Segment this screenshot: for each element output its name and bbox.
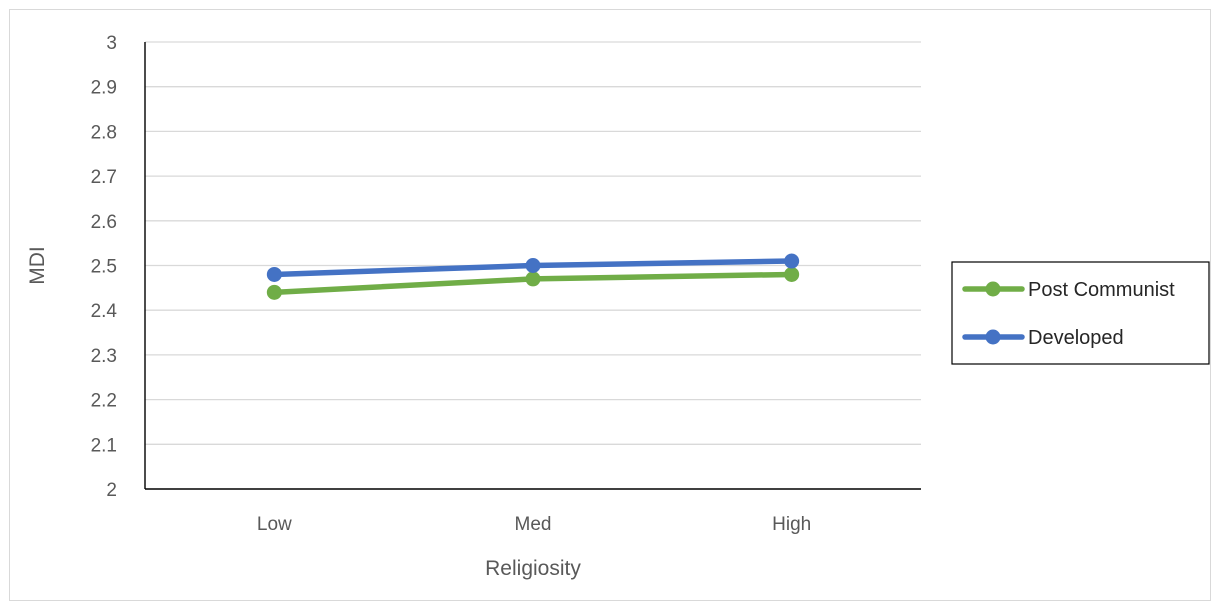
x-tick-label: Med (515, 514, 552, 535)
y-tick-label: 2.1 (91, 435, 117, 456)
y-tick-label: 2.2 (91, 391, 117, 412)
series-developed (266, 253, 800, 282)
y-tick-label: 2.6 (91, 212, 117, 233)
legend-item-developed: Developed (962, 327, 1124, 349)
y-tick-label: 2.3 (91, 346, 117, 367)
x-tick-labels: Low Med High (257, 514, 811, 535)
y-axis-title: MDI (26, 246, 49, 285)
x-tick-label: Low (257, 514, 292, 535)
data-point (266, 284, 282, 300)
y-tick-label: 3 (106, 33, 117, 54)
data-point (266, 266, 282, 282)
gridlines (145, 41, 921, 445)
y-tick-label: 2.5 (91, 257, 117, 278)
y-tick-labels: 2 2.1 2.2 2.3 2.4 2.5 2.6 2.7 2.8 2.9 3 (91, 33, 118, 501)
legend-swatch-marker (985, 281, 1001, 297)
y-tick-label: 2.4 (91, 301, 118, 322)
y-tick-label: 2.9 (91, 78, 117, 99)
legend: Post Communist Developed (951, 261, 1210, 365)
legend-label: Developed (1028, 327, 1124, 349)
legend-item-post-communist: Post Communist (962, 279, 1175, 301)
data-point (525, 271, 541, 287)
axes (144, 42, 921, 490)
x-axis-title: Religiosity (485, 557, 581, 580)
data-point (525, 258, 541, 273)
x-tick-label: High (772, 514, 811, 535)
y-tick-label: 2 (106, 480, 117, 501)
legend-box (951, 261, 1210, 365)
y-tick-label: 2.8 (91, 122, 117, 143)
legend-swatch-marker (985, 329, 1001, 345)
data-point (784, 266, 800, 282)
legend-label: Post Communist (1028, 279, 1175, 301)
series-post-communist (266, 266, 800, 300)
y-tick-label: 2.7 (91, 167, 117, 188)
series (266, 253, 800, 300)
data-point (784, 253, 800, 269)
